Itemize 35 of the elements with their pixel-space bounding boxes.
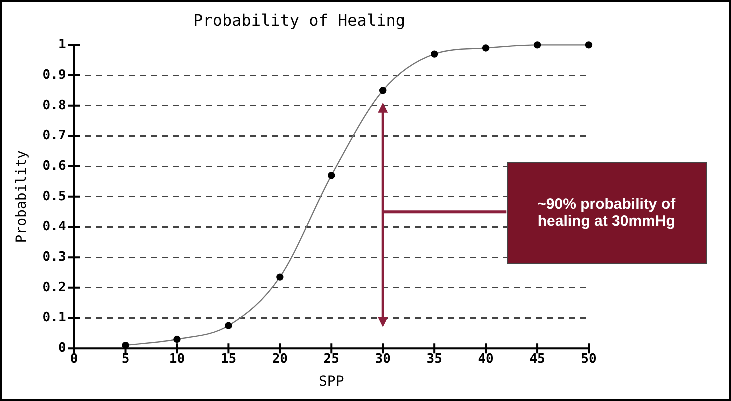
x-tick-label: 40 bbox=[478, 352, 494, 367]
x-axis-title: SPP bbox=[318, 374, 344, 390]
y-tick-label: 0.3 bbox=[42, 250, 66, 265]
x-tick-label: 10 bbox=[169, 352, 186, 367]
y-tick-label: 0.4 bbox=[42, 220, 66, 235]
x-tick-label: 50 bbox=[581, 352, 597, 367]
y-tick-label: 0.2 bbox=[42, 280, 66, 296]
x-tick-label: 0 bbox=[70, 352, 78, 367]
y-tick-label: 0.6 bbox=[42, 158, 66, 174]
x-tick-label: 15 bbox=[220, 352, 237, 367]
point bbox=[585, 42, 593, 49]
point bbox=[328, 172, 336, 180]
x-tick-label: 20 bbox=[272, 352, 288, 367]
y-tick-label: 1 bbox=[58, 38, 66, 53]
x-tick-label: 45 bbox=[530, 352, 546, 367]
x-tick-label: 30 bbox=[375, 352, 392, 367]
y-tick-label: 0.5 bbox=[42, 189, 66, 204]
y-tick-label: 0 bbox=[58, 340, 66, 356]
callout-box: ~90% probability of healing at 30mmHg bbox=[506, 162, 707, 264]
point bbox=[225, 322, 232, 330]
y-axis-title: Probability bbox=[14, 150, 30, 244]
y-tick-label: 0.9 bbox=[42, 68, 66, 83]
x-tick-label: 35 bbox=[426, 352, 442, 367]
y-tick-label: 0.8 bbox=[42, 98, 66, 114]
x-tick-label: 5 bbox=[122, 352, 130, 367]
y-tick-label: 0.7 bbox=[42, 128, 66, 144]
chart-title: Probability of Healing bbox=[194, 10, 406, 30]
x-tick-label: 25 bbox=[324, 352, 340, 367]
point bbox=[276, 274, 284, 281]
point bbox=[430, 50, 438, 58]
y-tick-label: 0.1 bbox=[42, 310, 66, 326]
point bbox=[482, 44, 490, 52]
point bbox=[174, 336, 181, 344]
point bbox=[380, 87, 387, 94]
point bbox=[534, 42, 542, 49]
